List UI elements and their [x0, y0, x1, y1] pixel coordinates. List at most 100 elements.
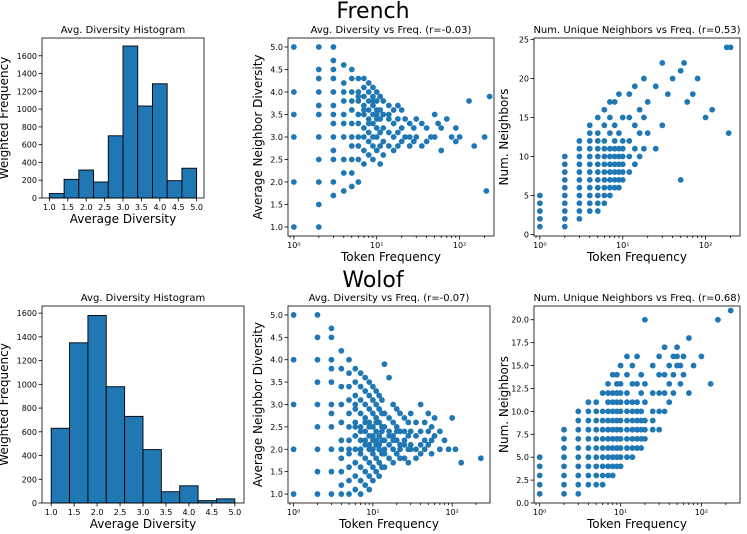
scatter-point	[376, 392, 383, 399]
scatter-point	[486, 93, 493, 100]
scatter-point	[606, 130, 613, 137]
scatter-point	[624, 353, 630, 360]
scatter-point	[338, 401, 345, 408]
scatter-point	[373, 428, 380, 435]
scatter-point	[536, 192, 543, 199]
y-tick-label: 2.0	[270, 445, 283, 454]
scatter-point	[338, 383, 345, 390]
scatter-point	[330, 44, 337, 50]
y-tick-label: 20	[519, 75, 529, 84]
scatter-point	[290, 89, 297, 95]
scatter-point	[352, 423, 359, 430]
scatter-point	[417, 428, 424, 435]
scatter-point	[397, 455, 403, 462]
scatter-point	[315, 89, 322, 95]
scatter-point	[594, 176, 601, 183]
histogram-bar	[152, 83, 168, 199]
axes-frame	[533, 305, 741, 504]
scatter-point	[315, 134, 322, 140]
scatter-point	[670, 371, 677, 378]
scatter-point	[348, 170, 355, 176]
scatter-point	[586, 161, 593, 168]
scatter-point	[609, 435, 616, 442]
scatter-point	[413, 419, 419, 426]
scatter-point	[593, 463, 600, 470]
scatter-point	[642, 399, 648, 406]
scatter-point	[638, 408, 645, 415]
scatter-point	[601, 122, 608, 129]
scatter-point	[629, 445, 636, 451]
scatter-point	[586, 169, 593, 175]
scatter-point	[436, 428, 443, 435]
y-tick-label: 5.0	[270, 43, 283, 52]
x-axis-label: Average Diversity	[70, 212, 176, 226]
scatter-point	[593, 399, 600, 406]
scatter-point	[352, 401, 359, 408]
scatter-point	[328, 379, 335, 386]
scatter-point	[448, 134, 455, 140]
scatter-point	[661, 344, 668, 351]
x-tick-label: 1.0	[45, 508, 58, 517]
y-tick-label: 17.5	[511, 339, 529, 348]
scatter-point	[328, 365, 335, 372]
x-tick-label: 10⁰	[533, 241, 546, 250]
y-axis-label: Weighted Frequency	[0, 343, 11, 466]
scatter-point	[702, 114, 709, 121]
histogram-bar	[78, 169, 94, 199]
scatter-point	[680, 371, 687, 378]
scatter-point	[606, 161, 613, 168]
y-tick-label: 2.0	[270, 178, 283, 187]
histogram-bar	[124, 415, 144, 504]
histogram-bar	[166, 180, 183, 199]
scatter-point	[611, 145, 618, 152]
y-tick-label: 3.0	[270, 401, 283, 410]
y-tick-label: 600	[22, 141, 37, 150]
scatter-point	[314, 334, 321, 341]
scatter-point	[355, 179, 362, 185]
scatter-point	[348, 89, 355, 95]
scatter-point	[605, 435, 611, 442]
scatter-point	[346, 464, 352, 471]
scatter-point	[605, 380, 611, 387]
scatter-point	[330, 57, 337, 64]
scatter-point	[619, 137, 626, 144]
y-tick-label: 25	[519, 36, 529, 45]
scatter-point	[348, 98, 355, 104]
scatter-point	[593, 408, 600, 415]
y-tick-label: 1600	[17, 52, 37, 61]
scatter-point	[373, 111, 380, 118]
scatter-point	[594, 192, 601, 199]
scatter-point	[340, 111, 347, 118]
scatter-point	[340, 62, 347, 68]
scatter-point	[609, 390, 616, 396]
scatter-point	[425, 410, 432, 417]
x-tick-label: 2.0	[91, 508, 104, 517]
suptitle-french: French	[336, 0, 409, 24]
scatter-point	[357, 491, 364, 497]
scatter-point	[561, 445, 567, 451]
scatter-point	[452, 125, 459, 131]
scatter-point	[586, 137, 593, 144]
histogram-bar	[63, 178, 80, 199]
scatter-point	[601, 200, 608, 207]
x-tick-label: 3.0	[117, 203, 130, 212]
x-tick-label: 10²	[699, 241, 712, 250]
scatter-point	[315, 111, 322, 118]
scatter-point	[601, 161, 608, 168]
scatter-point	[593, 445, 600, 451]
x-tick-label: 5.0	[190, 203, 203, 212]
scatter-point	[370, 84, 376, 91]
scatter-point	[670, 390, 677, 396]
scatter-point	[599, 417, 606, 424]
y-tick-label: 10	[519, 152, 529, 161]
y-tick-label: 200	[22, 176, 37, 185]
scatter-point	[449, 415, 456, 421]
scatter-point	[413, 455, 419, 462]
scatter-point	[685, 335, 692, 341]
scatter-point	[381, 450, 388, 457]
scatter-point	[661, 371, 668, 378]
scatter-point	[407, 410, 414, 417]
scatter-point	[328, 423, 335, 430]
scatter-point	[315, 224, 322, 230]
scatter-point	[656, 408, 663, 415]
